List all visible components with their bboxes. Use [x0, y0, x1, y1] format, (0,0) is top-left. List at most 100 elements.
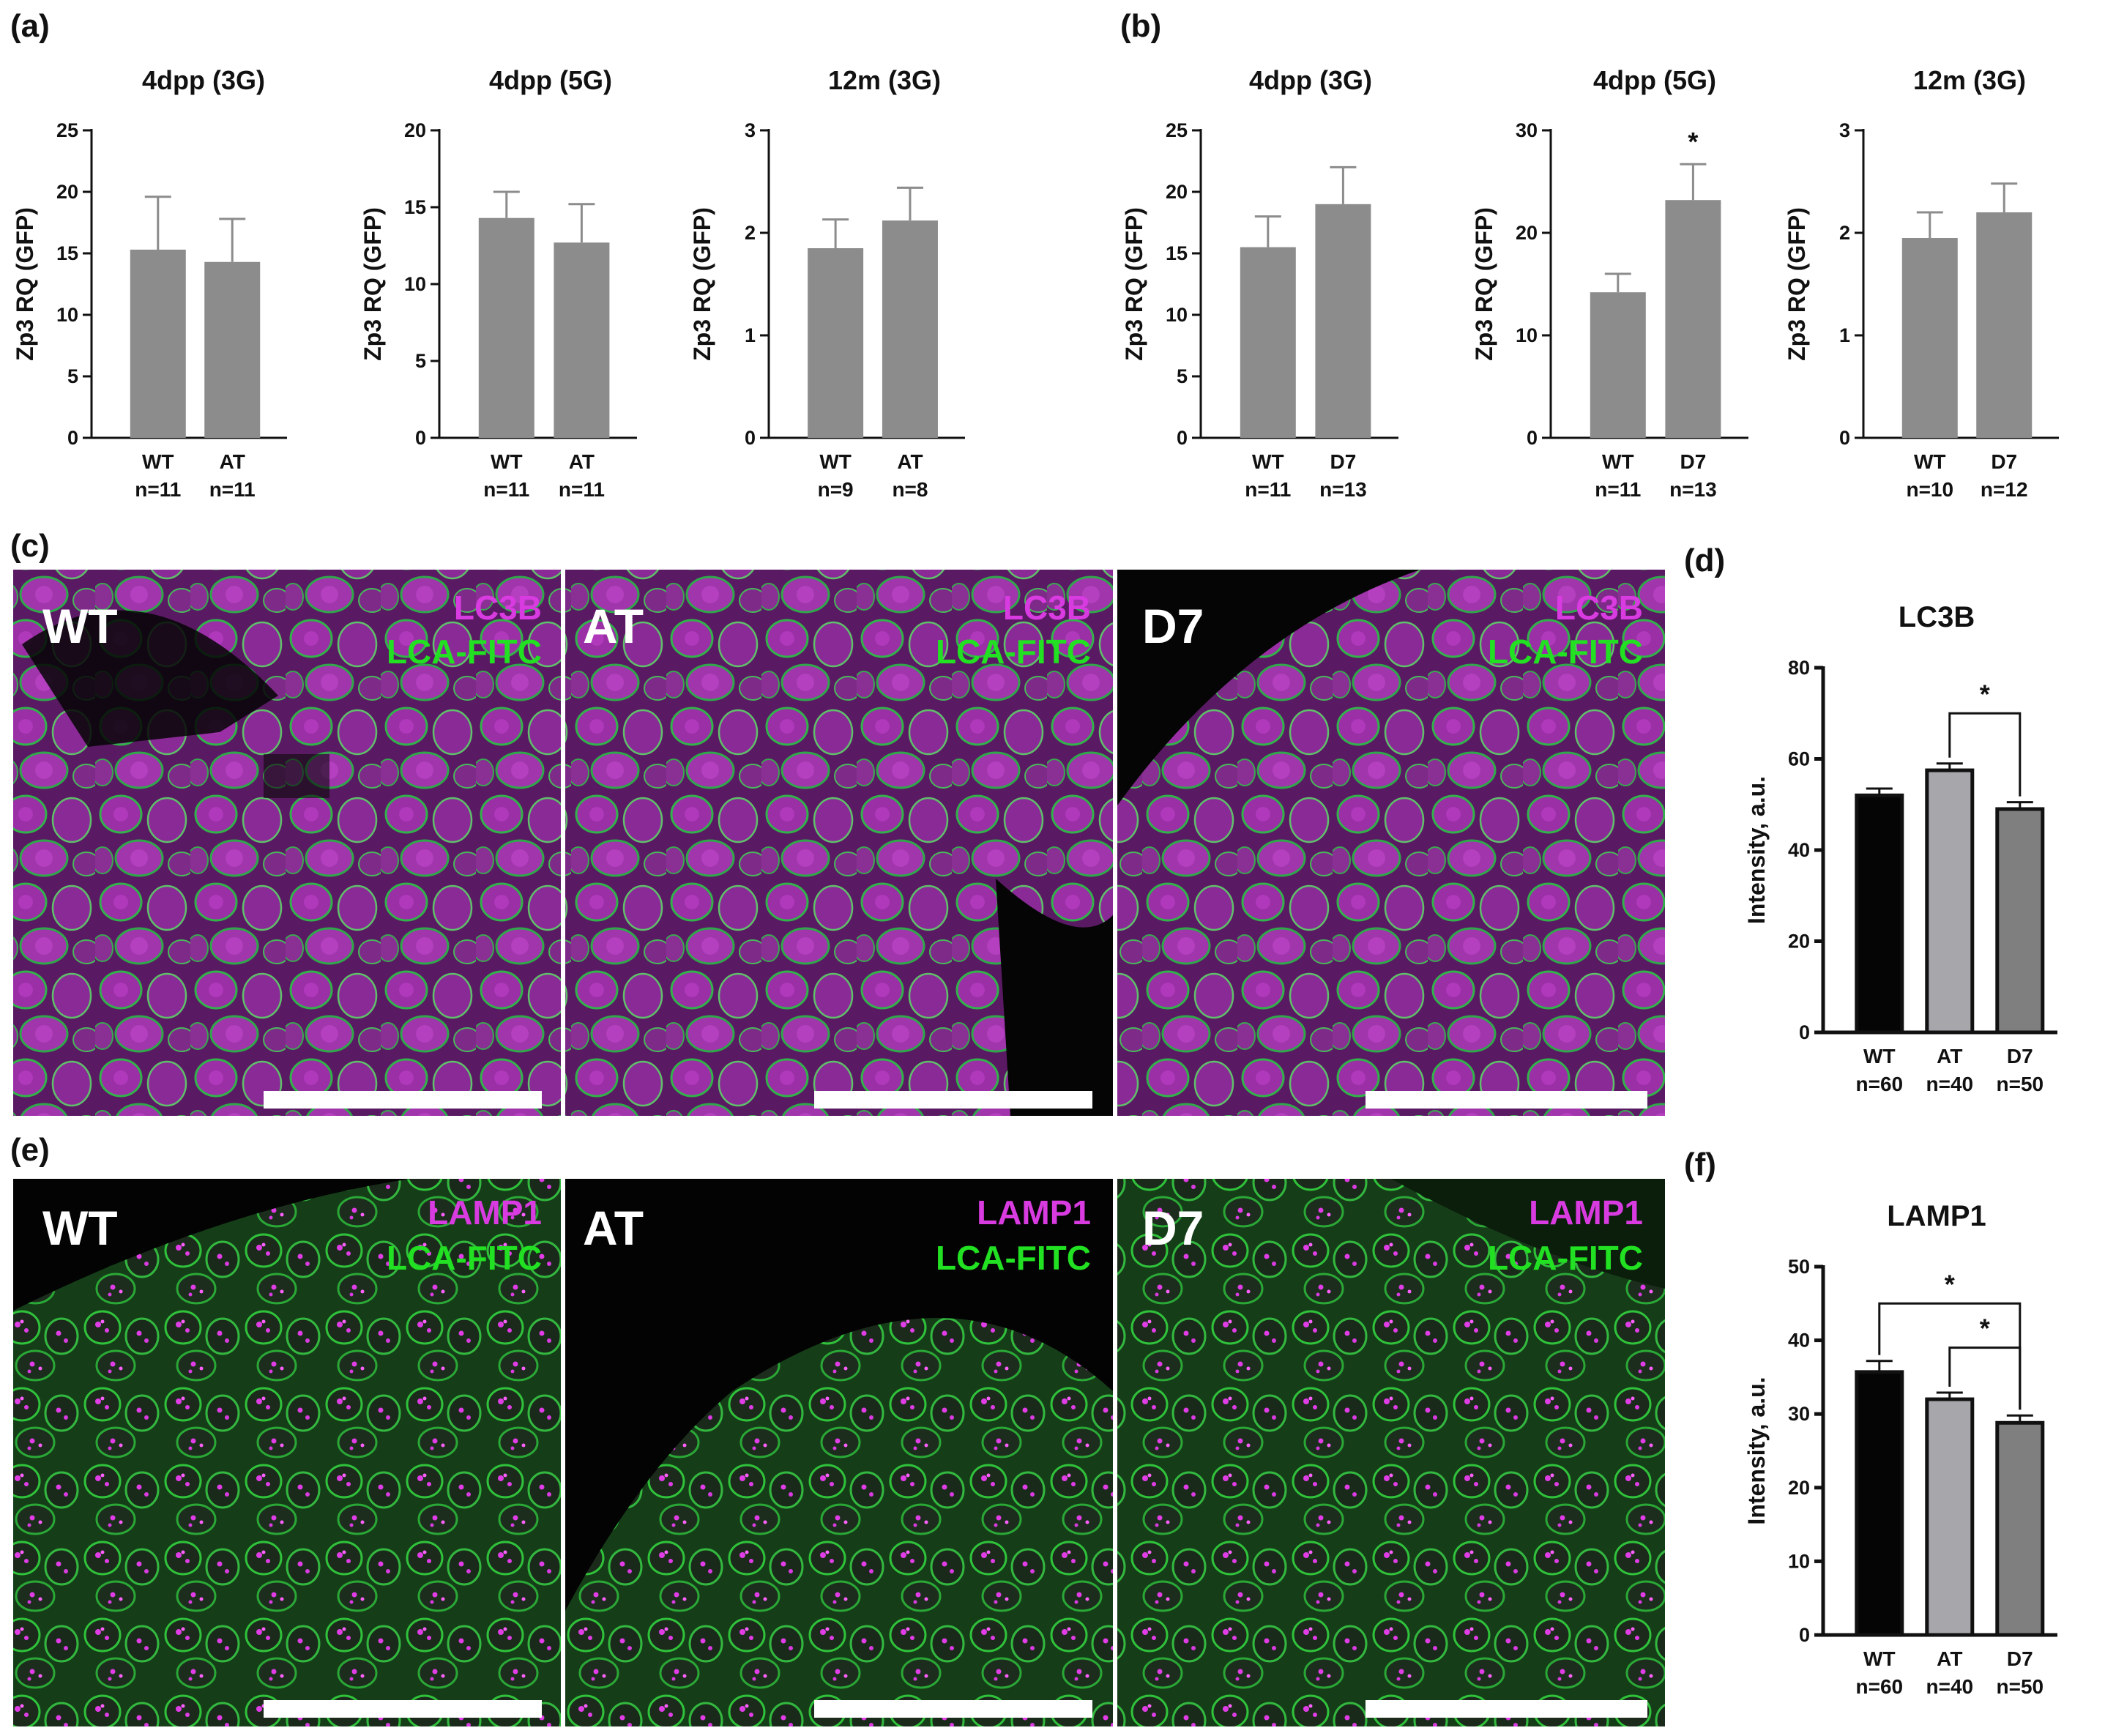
chart-title: 12m (3G): [1913, 65, 2026, 95]
n-label: n=11: [135, 478, 181, 501]
bar-wt: [1240, 247, 1296, 438]
n-label: n=13: [1319, 478, 1367, 501]
significance-bracket: [1948, 712, 2022, 797]
n-label: n=9: [818, 478, 854, 501]
bar-wt: [808, 248, 864, 438]
category-label: AT: [1937, 1647, 1962, 1670]
category-label: WT: [1863, 1647, 1896, 1670]
counterstain-label-c-wt: LCA-FITC: [387, 633, 542, 671]
n-label: n=60: [1855, 1675, 1903, 1698]
y-tick-label: 10: [404, 273, 426, 295]
chart-title: 4dpp (3G): [1249, 65, 1372, 95]
y-tick-label: 5: [1177, 365, 1188, 387]
condition-label-c-wt: WT: [42, 599, 118, 653]
chart-title: LC3B: [1899, 601, 1975, 633]
bar-wt: [1901, 238, 1958, 438]
y-tick-label: 10: [1166, 304, 1188, 326]
y-tick-label: 60: [1788, 748, 1810, 770]
chart-f-7: LAMP1 Intensity, a.u. 0 10 20 30 40 50 WT n=60 AT n…: [1743, 1200, 2057, 1698]
y-tick-label: 10: [1788, 1550, 1810, 1572]
y-tick-label: 25: [56, 119, 78, 141]
bar-d7: [1995, 807, 2045, 1035]
y-tick-label: 15: [1166, 242, 1188, 264]
chart-a-0: 4dpp (3G) Zp3 RQ (GFP) 0 5 10 15 20 25 WT n=11 AT n…: [12, 65, 287, 501]
y-tick-label: 1: [1839, 324, 1850, 346]
y-tick-label: 0: [1839, 427, 1850, 449]
chart-d-6: LC3B Intensity, a.u. 0 20 40 60 80 WT n=60 AT n=40…: [1743, 601, 2057, 1095]
panel-label-d: (d): [1684, 543, 1725, 578]
y-axis-label: Zp3 RQ (GFP): [12, 207, 38, 361]
chart-a-1: 4dpp (5G) Zp3 RQ (GFP) 0 5 10 15 20 WT n=11 AT n=1…: [359, 65, 637, 501]
bar-at: [204, 261, 261, 438]
bar-charts: 4dpp (3G)Zp3 RQ (GFP)0510152025WTn=11ATn…: [12, 65, 2059, 1698]
n-label: n=8: [892, 478, 928, 501]
y-axis-label: Zp3 RQ (GFP): [689, 207, 715, 361]
micrograph-e-d7: D7 LAMP1 LCA-FITC: [1117, 1179, 1665, 1726]
y-axis-label: Zp3 RQ (GFP): [1121, 207, 1147, 361]
bar-d7: [1665, 200, 1721, 438]
y-axis-label: Intensity, a.u.: [1743, 776, 1770, 924]
y-axis-label: Zp3 RQ (GFP): [359, 207, 386, 361]
condition-label-c-d7: D7: [1142, 599, 1204, 653]
n-label: n=13: [1669, 478, 1717, 501]
y-axis-label: Intensity, a.u.: [1743, 1376, 1770, 1524]
category-label: D7: [1330, 450, 1357, 473]
bar-wt: [1855, 793, 1904, 1035]
chart-a-2: 12m (3G) Zp3 RQ (GFP) 0 1 2 3 WT n=9 AT n=8: [689, 65, 965, 501]
chart-b-3: 4dpp (3G) Zp3 RQ (GFP) 0 5 10 15 20 25 WT n=11 D7 n…: [1121, 65, 1398, 501]
marker-label-c-d7: LC3B: [1555, 589, 1643, 627]
y-tick-label: 1: [745, 324, 756, 346]
y-tick-label: 0: [1527, 427, 1538, 449]
significance-bracket: [1948, 1346, 2022, 1410]
bar-wt: [130, 249, 186, 438]
category-label: AT: [1937, 1045, 1962, 1068]
y-tick-label: 20: [1166, 181, 1188, 203]
counterstain-label-e-d7: LCA-FITC: [1488, 1239, 1643, 1277]
n-label: n=11: [559, 478, 605, 501]
n-label: n=11: [209, 478, 256, 501]
bar-at: [882, 220, 938, 438]
significance-star: *: [1980, 1314, 1990, 1344]
y-tick-label: 50: [1788, 1256, 1810, 1278]
bar-d7: [1315, 204, 1371, 438]
category-label: D7: [1680, 450, 1707, 473]
micrograph-c-d7: D7 LC3B LCA-FITC: [1117, 570, 1665, 1116]
chart-title: 4dpp (5G): [1593, 65, 1716, 95]
micrograph-e-at: AT LAMP1 LCA-FITC: [565, 1179, 1113, 1726]
condition-label-e-at: AT: [583, 1201, 644, 1255]
panel-label-b: (b): [1120, 8, 1161, 44]
n-label: n=60: [1855, 1073, 1903, 1095]
n-label: n=50: [1996, 1675, 2043, 1698]
y-tick-label: 0: [1177, 427, 1188, 449]
chart-title: 4dpp (5G): [489, 65, 612, 95]
category-label: WT: [1252, 450, 1284, 473]
y-tick-label: 0: [415, 427, 426, 449]
marker-label-c-wt: LC3B: [454, 589, 542, 627]
condition-label-e-d7: D7: [1142, 1201, 1204, 1255]
significance-star: *: [1980, 679, 1990, 709]
micrograph-c-wt: WT LC3B LCA-FITC: [13, 570, 561, 1116]
bar-d7: [1995, 1420, 2045, 1637]
y-tick-label: 15: [56, 242, 78, 264]
chart-title: LAMP1: [1887, 1200, 1986, 1232]
y-tick-label: 15: [404, 196, 426, 218]
panel-label-f: (f): [1684, 1147, 1716, 1182]
chart-b-4: 4dpp (5G) Zp3 RQ (GFP) 0 10 20 30 WT n=11 D7 n=13…: [1471, 65, 1748, 501]
n-label: n=12: [1981, 478, 2028, 501]
bar-at: [554, 242, 610, 438]
y-tick-label: 2: [1839, 222, 1850, 244]
chart-title: 4dpp (3G): [142, 65, 265, 95]
chart-b-5: 12m (3G) Zp3 RQ (GFP) 0 1 2 3 WT n=10 D7 n=12: [1784, 65, 2059, 501]
micrograph-row-c: WT LC3B LCA-FITC AT LC3B LCA-FITC D7 LC3…: [13, 570, 1665, 1116]
n-label: n=11: [1245, 478, 1291, 501]
category-label: D7: [1991, 450, 2017, 473]
y-tick-label: 10: [56, 304, 78, 326]
y-tick-label: 0: [67, 427, 78, 449]
category-label: WT: [1863, 1045, 1896, 1068]
category-label: D7: [2007, 1045, 2033, 1068]
marker-label-e-at: LAMP1: [977, 1193, 1091, 1232]
bar-wt: [478, 217, 534, 438]
category-label: AT: [220, 450, 245, 473]
n-label: n=50: [1996, 1073, 2043, 1095]
bar-at: [1925, 768, 1975, 1035]
